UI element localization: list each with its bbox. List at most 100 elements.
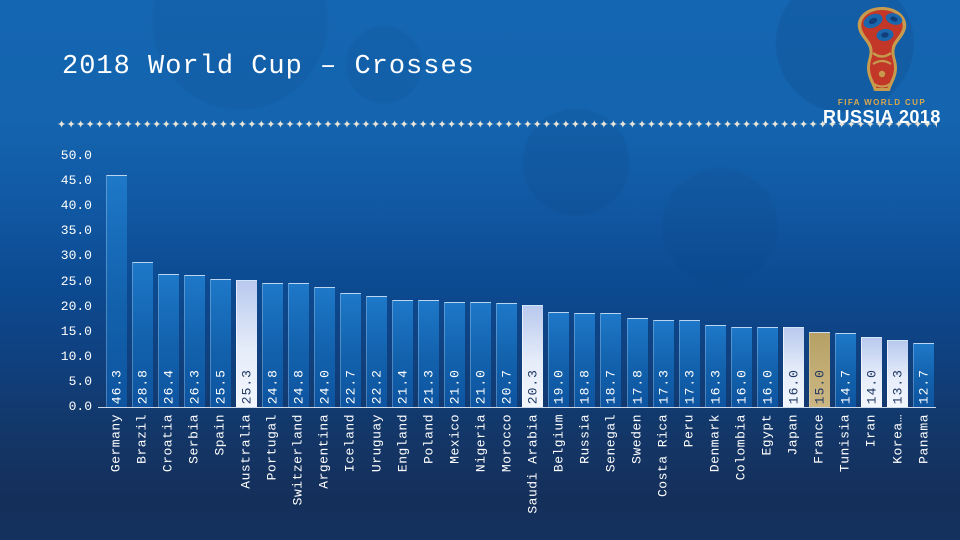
- bar-value-brazil: 28.8: [135, 368, 151, 404]
- category-label-croatia: Croatia: [160, 414, 176, 473]
- bar-value-panama: 12.7: [916, 368, 932, 404]
- bar-value-england: 21.4: [395, 368, 411, 404]
- bar-panama: 12.7: [913, 343, 935, 407]
- category-label-spain: Spain: [212, 414, 228, 456]
- bar-switzerland: 24.8: [287, 282, 309, 407]
- bar-saudi-arabia: 20.3: [522, 305, 544, 407]
- bar-value-switzerland: 24.8: [291, 368, 307, 404]
- category-label-brazil: Brazil: [134, 414, 150, 464]
- bar-sweden: 17.8: [626, 317, 648, 407]
- category-label-mexico: Mexico: [447, 414, 463, 464]
- trophy-icon: [857, 7, 907, 91]
- y-tick-label: 40.0: [60, 198, 92, 214]
- category-label-korea: Korea…: [890, 414, 906, 464]
- y-tick-label: 10.0: [60, 348, 92, 364]
- bar-value-korea: 13.3: [890, 368, 906, 404]
- category-label-tunisia: Tunisia: [837, 414, 853, 473]
- bar-belgium: 19.0: [548, 311, 570, 407]
- bar-value-croatia: 26.4: [161, 368, 177, 404]
- divider-ornament: ✦ ✦ ✦ ✦ ✦ ✦ ✦ ✦ ✦ ✦ ✦ ✦ ✦ ✦ ✦ ✦ ✦ ✦ ✦ ✦ …: [57, 118, 937, 131]
- bar-portugal: 24.8: [261, 282, 283, 407]
- category-label-switzerland: Switzerland: [290, 414, 306, 506]
- category-label-germany: Germany: [108, 414, 124, 473]
- bar-value-iran: 14.0: [864, 368, 880, 404]
- y-tick-label: 25.0: [60, 273, 92, 289]
- bar-value-tunisia: 14.7: [838, 368, 854, 404]
- category-label-england: England: [395, 414, 411, 473]
- y-tick-label: 0.0: [68, 399, 92, 414]
- y-tick-label: 15.0: [60, 323, 92, 339]
- bar-argentina: 24.0: [313, 286, 335, 407]
- bar-tunisia: 14.7: [834, 333, 856, 407]
- bar-value-iceland: 22.7: [343, 368, 359, 404]
- y-tick-label: 50.0: [60, 148, 92, 163]
- bar-value-poland: 21.3: [421, 368, 437, 404]
- x-axis-line: [98, 407, 936, 408]
- bar-spain: 25.5: [209, 278, 231, 407]
- bar-poland: 21.3: [418, 300, 440, 407]
- y-tick-label: 35.0: [60, 223, 92, 239]
- y-tick-label: 30.0: [60, 248, 92, 264]
- y-tick-label: 20.0: [60, 298, 92, 314]
- fifa-world-cup-logo: FIFA WORLD CUP RUSSIA 2018: [818, 6, 946, 128]
- bar-france: 15.0: [808, 331, 830, 407]
- bar-nigeria: 21.0: [470, 301, 492, 407]
- bar-serbia: 26.3: [183, 274, 205, 407]
- category-label-japan: Japan: [785, 414, 801, 456]
- bar-colombia: 16.0: [730, 326, 752, 407]
- bar-value-japan: 16.0: [786, 368, 802, 404]
- bar-value-nigeria: 21.0: [473, 368, 489, 404]
- category-label-poland: Poland: [421, 414, 437, 464]
- bar-value-egypt: 16.0: [760, 368, 776, 404]
- category-label-argentina: Argentina: [316, 414, 332, 489]
- bar-germany: 46.3: [105, 174, 127, 407]
- bar-peru: 17.3: [678, 320, 700, 407]
- category-label-panama: Panama: [916, 414, 932, 464]
- bar-value-argentina: 24.0: [317, 368, 333, 404]
- logo-russia-text: RUSSIA 2018: [823, 107, 941, 127]
- category-label-australia: Australia: [238, 414, 254, 489]
- category-label-colombia: Colombia: [733, 414, 749, 481]
- bar-value-colombia: 16.0: [734, 368, 750, 404]
- bar-egypt: 16.0: [756, 326, 778, 407]
- bar-costa-rica: 17.3: [652, 320, 674, 407]
- category-label-portugal: Portugal: [264, 414, 280, 481]
- category-label-denmark: Denmark: [707, 414, 723, 473]
- bar-value-serbia: 26.3: [187, 368, 203, 404]
- bar-croatia: 26.4: [157, 274, 179, 407]
- category-label-france: France: [811, 414, 827, 464]
- bar-england: 21.4: [392, 299, 414, 407]
- category-label-nigeria: Nigeria: [473, 414, 489, 473]
- bar-value-denmark: 16.3: [708, 368, 724, 404]
- bar-uruguay: 22.2: [366, 295, 388, 407]
- category-label-costa-rica: Costa Rica: [655, 414, 671, 498]
- bar-value-spain: 25.5: [213, 368, 229, 404]
- bar-iceland: 22.7: [339, 293, 361, 407]
- category-label-russia: Russia: [577, 414, 593, 464]
- slide-title: 2018 World Cup – Crosses: [62, 52, 475, 82]
- bar-japan: 16.0: [782, 326, 804, 407]
- bar-korea: 13.3: [887, 340, 909, 407]
- bar-value-senegal: 18.7: [603, 368, 619, 404]
- bar-russia: 18.8: [574, 312, 596, 407]
- y-tick-label: 5.0: [68, 373, 92, 389]
- category-label-peru: Peru: [681, 414, 697, 448]
- bar-iran: 14.0: [860, 336, 882, 407]
- category-label-egypt: Egypt: [759, 414, 775, 456]
- bar-value-australia: 25.3: [239, 368, 255, 404]
- category-label-saudi-arabia: Saudi Arabia: [525, 414, 541, 514]
- bar-value-costa-rica: 17.3: [656, 368, 672, 404]
- category-label-uruguay: Uruguay: [369, 414, 385, 473]
- category-label-sweden: Sweden: [629, 414, 645, 464]
- bar-value-saudi-arabia: 20.3: [525, 368, 541, 404]
- bar-value-russia: 18.8: [577, 368, 593, 404]
- category-label-serbia: Serbia: [186, 414, 202, 464]
- bar-value-morocco: 20.7: [499, 368, 515, 404]
- y-tick-label: 45.0: [60, 173, 92, 189]
- category-label-iceland: Iceland: [342, 414, 358, 473]
- bar-value-france: 15.0: [812, 368, 828, 404]
- bar-value-peru: 17.3: [682, 368, 698, 404]
- bar-morocco: 20.7: [496, 303, 518, 407]
